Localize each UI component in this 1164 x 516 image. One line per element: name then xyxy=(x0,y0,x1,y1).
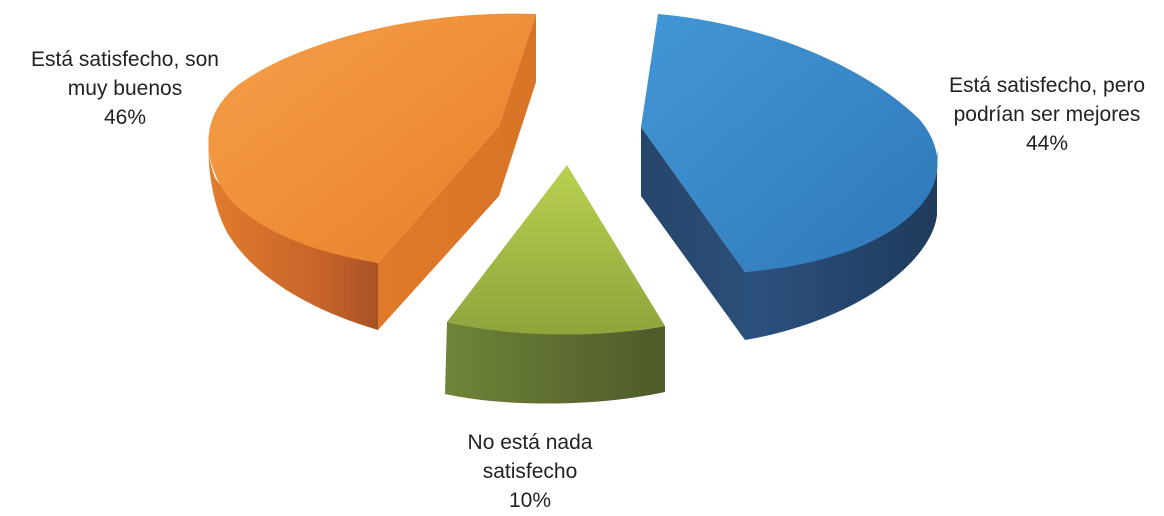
slice-green xyxy=(445,165,665,404)
slice-label-green-line-1: No está nada xyxy=(467,431,593,454)
slice-label-blue-line-2: podrían ser mejores xyxy=(953,103,1141,126)
slice-orange xyxy=(208,13,536,330)
slice-blue-side xyxy=(745,150,938,340)
slice-label-green-line-2: satisfecho xyxy=(482,460,578,483)
slice-orange-cut xyxy=(378,14,536,330)
slice-blue xyxy=(641,14,938,340)
slice-label-blue-value: 44% xyxy=(1025,132,1069,155)
slice-green-top xyxy=(447,165,665,335)
slice-blue-cut xyxy=(641,14,745,340)
slice-label-orange-line-2: muy buenos xyxy=(67,77,183,100)
slice-label-orange-value: 46% xyxy=(103,106,147,129)
slice-blue-top xyxy=(641,14,938,272)
slice-label-orange-line-1: Está satisfecho, son xyxy=(31,48,219,71)
slice-orange-side xyxy=(208,130,378,330)
slice-label-blue: Está satisfecho, pero podrían ser mejore… xyxy=(930,71,1164,158)
slice-label-green-value: 10% xyxy=(508,489,552,512)
slice-label-orange: Está satisfecho, son muy buenos 46% xyxy=(0,45,250,132)
slice-green-side xyxy=(445,322,665,404)
slice-label-blue-line-1: Está satisfecho, pero xyxy=(948,74,1146,97)
slice-orange-top xyxy=(208,13,536,263)
slice-label-green: No está nada satisfecho 10% xyxy=(430,428,630,515)
